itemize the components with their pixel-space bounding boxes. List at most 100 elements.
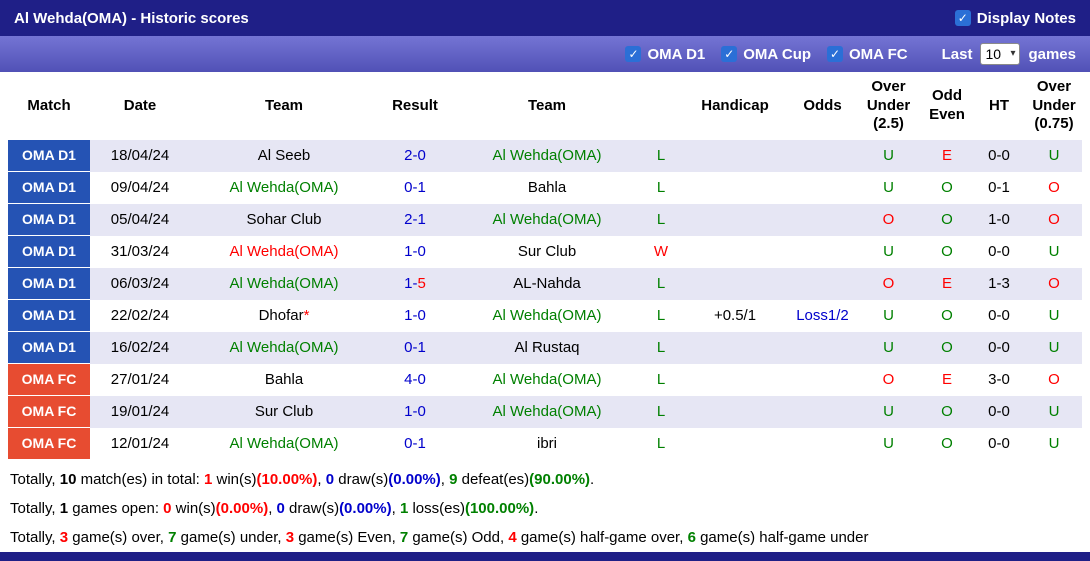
text-segment: U	[883, 178, 894, 196]
text-segment: ,	[440, 471, 450, 488]
col-header-ht: HT	[989, 96, 1009, 114]
league-badge: OMA FC	[8, 428, 90, 460]
cell-team1: Dhofar *	[190, 300, 378, 332]
text-segment: Al Wehda(OMA)	[492, 306, 602, 324]
text-segment: *	[303, 306, 310, 324]
cell-over-under-25: U	[855, 236, 922, 268]
text-segment: U	[1048, 242, 1060, 260]
cell-wl: L	[642, 204, 680, 236]
text-segment: 2-1	[404, 210, 426, 228]
table-row: OMA FC 12/01/24 Al Wehda(OMA) 0-1 ibri L U O 0-0…	[8, 428, 1082, 460]
cell-team1: Sur Club	[190, 396, 378, 428]
cell-handicap	[680, 204, 790, 236]
checkbox-checked-icon[interactable]: ✓	[721, 46, 738, 62]
text-segment: loss(es)	[408, 500, 465, 517]
text-segment: U	[883, 242, 894, 260]
text-segment: 31/03/24	[110, 242, 170, 260]
table-row: OMA FC 19/01/24 Sur Club 1-0 Al Wehda(OMA) L U…	[8, 396, 1082, 428]
text-segment: (0.00%)	[388, 471, 441, 488]
text-segment: O	[882, 274, 895, 292]
league-filter-oma-cup[interactable]: ✓ OMA Cup	[721, 46, 811, 63]
cell-date: 31/03/24	[90, 236, 190, 268]
cell-handicap	[680, 364, 790, 396]
text-segment: draw(s)	[334, 471, 389, 488]
text-segment: 22/02/24	[110, 306, 170, 324]
text-segment: 0	[325, 471, 335, 488]
cell-team1: Al Wehda(OMA)	[190, 332, 378, 364]
league-badge: OMA D1	[8, 204, 90, 236]
cell-team1: Al Seeb	[190, 140, 378, 172]
text-segment: 09/04/24	[110, 178, 170, 196]
cell-odds	[790, 428, 855, 460]
text-segment: U	[883, 402, 894, 420]
checkbox-checked-icon[interactable]: ✓	[954, 10, 971, 26]
league-filter-oma-fc[interactable]: ✓ OMA FC	[827, 46, 908, 63]
text-segment: 6	[687, 529, 696, 546]
text-segment: game(s) half-game over,	[516, 529, 688, 546]
scores-table: Match Date Team Result Team Handicap Odd…	[0, 72, 1090, 460]
text-segment: 12/01/24	[110, 434, 170, 452]
text-segment: L	[656, 370, 666, 388]
cell-handicap	[680, 396, 790, 428]
text-segment: +0.5/1	[713, 306, 757, 324]
cell-odd-even: O	[922, 236, 972, 268]
text-segment: 0-0	[988, 242, 1010, 260]
cell-result: 1- 5	[378, 268, 452, 300]
cell-ht: 1-0	[972, 204, 1026, 236]
cell-team1: Sohar Club	[190, 204, 378, 236]
cell-result: 2-0	[378, 140, 452, 172]
cell-ht: 0-0	[972, 300, 1026, 332]
league-filter-oma-d1[interactable]: ✓ OMA D1	[625, 46, 705, 63]
checkbox-checked-icon[interactable]: ✓	[827, 46, 844, 62]
cell-team2: Al Wehda(OMA)	[452, 300, 642, 332]
text-segment: 06/03/24	[110, 274, 170, 292]
table-row: OMA D1 09/04/24 Al Wehda(OMA) 0-1 Bahla L U O 0-…	[8, 172, 1082, 204]
text-segment: L	[656, 178, 666, 196]
text-segment: 0-0	[988, 434, 1010, 452]
cell-team2: Al Rustaq	[452, 332, 642, 364]
title-bar: Al Wehda(OMA) - Historic scores ✓ Displa…	[0, 0, 1090, 36]
cell-over-under-25: O	[855, 268, 922, 300]
cell-wl: L	[642, 140, 680, 172]
text-segment: Al Wehda(OMA)	[492, 146, 602, 164]
text-segment: 1	[203, 471, 213, 488]
last-games-select[interactable]: 10 ▾	[980, 43, 1021, 65]
text-segment: 16/02/24	[110, 338, 170, 356]
cell-handicap	[680, 172, 790, 204]
cell-over-under-075: U	[1026, 396, 1082, 428]
text-segment: Al Wehda(OMA)	[229, 274, 339, 292]
text-segment: L	[656, 434, 666, 452]
games-label: games	[1028, 45, 1076, 63]
cell-handicap	[680, 236, 790, 268]
cell-date: 22/02/24	[90, 300, 190, 332]
text-segment: L	[656, 338, 666, 356]
text-segment: game(s) over,	[68, 529, 169, 546]
cell-odd-even: O	[922, 428, 972, 460]
cell-wl: L	[642, 428, 680, 460]
cell-handicap	[680, 332, 790, 364]
text-segment: (90.00%)	[529, 471, 591, 488]
display-notes-toggle[interactable]: ✓ Display Notes	[954, 10, 1076, 27]
league-badge: OMA D1	[8, 332, 90, 364]
col-header-match: Match	[27, 96, 71, 114]
last-label: Last	[941, 45, 973, 63]
cell-team2: Al Wehda(OMA)	[452, 364, 642, 396]
cell-result: 0-1	[378, 428, 452, 460]
text-segment: Al Wehda(OMA)	[229, 338, 339, 356]
cell-result: 1-0	[378, 300, 452, 332]
text-segment: Sur Club	[254, 402, 314, 420]
checkbox-checked-icon[interactable]: ✓	[625, 46, 642, 62]
cell-over-under-075: O	[1026, 364, 1082, 396]
bottom-bar	[0, 552, 1090, 561]
cell-over-under-075: O	[1026, 268, 1082, 300]
text-segment: O	[941, 306, 953, 324]
text-segment: 1-0	[404, 306, 426, 324]
text-segment: AL-Nahda	[513, 274, 581, 292]
cell-team2: ibri	[452, 428, 642, 460]
cell-odd-even: E	[922, 268, 972, 300]
text-segment: game(s) half-game under	[695, 529, 869, 546]
text-segment: U	[1048, 338, 1060, 356]
text-segment: 0-1	[404, 338, 426, 356]
text-segment: draw(s)	[284, 500, 340, 517]
text-segment: Bahla	[264, 370, 304, 388]
